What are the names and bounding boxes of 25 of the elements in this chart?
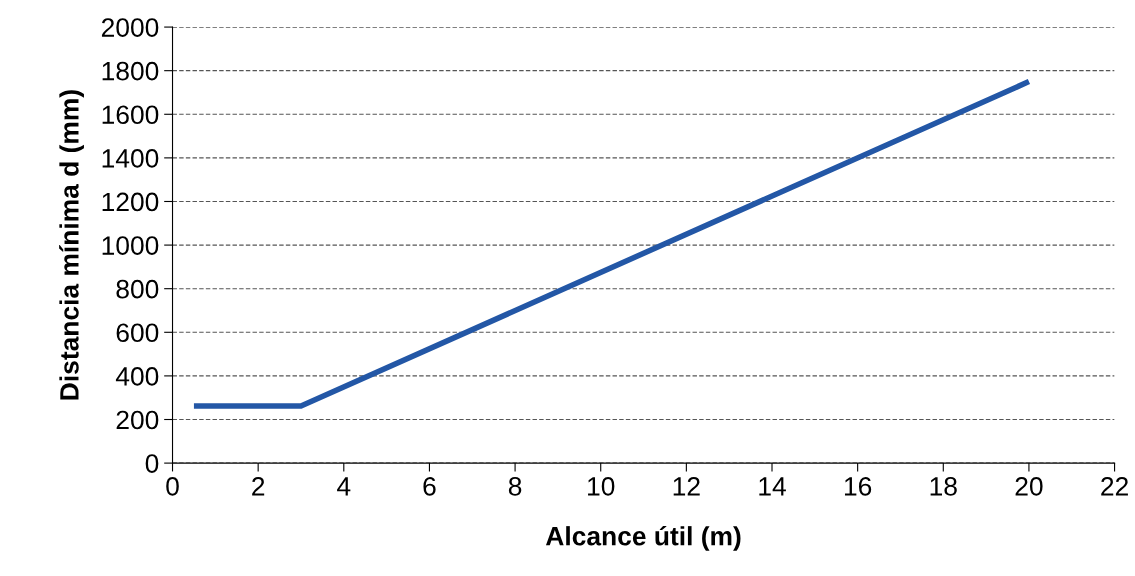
y-tick-label: 800 [116,279,159,299]
y-tick-label: 2000 [101,18,159,37]
x-tick-label: 8 [508,477,522,496]
x-tick-label: 18 [930,477,957,496]
y-tick-label: 0 [145,454,159,473]
x-tick-label: 4 [337,477,351,496]
y-tick-label: 1200 [102,192,159,212]
x-tick-label: 22 [1101,477,1128,496]
y-axis-title: Distancia mínima d (mm) [59,90,84,400]
y-tick-label: 1000 [102,236,159,255]
y-tick-label: 1400 [102,149,159,168]
x-tick-label: 12 [673,477,700,496]
y-tick-label: 400 [115,367,159,386]
x-tick-label: 0 [166,477,179,496]
x-tick-label: 10 [588,477,615,496]
y-tick-label: 600 [116,323,159,343]
x-axis-title: Alcance útil (m) [545,525,741,551]
x-tick-label: 2 [252,477,265,496]
x-tick-label: 16 [844,477,872,496]
x-tick-label: 20 [1015,477,1043,496]
y-tick-label: 200 [116,410,159,430]
y-tick-label: 1600 [102,105,159,125]
x-tick-label: 14 [759,477,786,496]
y-tick-label: 1800 [102,61,159,81]
x-tick-label: 6 [423,477,436,496]
